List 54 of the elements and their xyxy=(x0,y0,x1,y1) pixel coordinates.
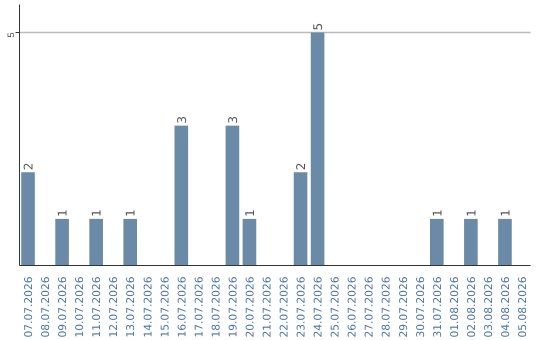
data-label: 2 xyxy=(22,162,36,170)
x-tick-label: 28.07.2026 xyxy=(380,276,393,338)
data-label: 1 xyxy=(56,209,70,217)
bar xyxy=(55,218,69,266)
x-tick-label: 10.07.2026 xyxy=(73,276,86,338)
x-tick-label: 29.07.2026 xyxy=(396,276,410,338)
x-tick-label: 25.07.2026 xyxy=(328,276,342,338)
bar xyxy=(310,32,324,266)
x-tick-label: 02.08.2026 xyxy=(464,276,478,338)
x-tick-label: 19.07.2026 xyxy=(226,276,240,338)
bar xyxy=(174,126,188,266)
bar xyxy=(226,126,240,266)
data-label: 3 xyxy=(174,116,189,124)
x-tick-label: 09.07.2026 xyxy=(56,276,70,338)
data-label: 1 xyxy=(124,209,138,217)
x-tick-label: 31.07.2026 xyxy=(430,276,444,338)
bar xyxy=(294,172,308,266)
data-label: 1 xyxy=(498,209,512,217)
bar xyxy=(89,218,103,266)
x-tick-label: 22.07.2026 xyxy=(278,276,291,338)
x-tick-label: 27.07.2026 xyxy=(362,276,376,338)
data-label: 3 xyxy=(226,116,240,124)
x-tick-label: 05.08.2026 xyxy=(516,276,529,338)
bar xyxy=(498,218,512,266)
x-tick-label: 23.07.2026 xyxy=(294,276,308,338)
bar xyxy=(123,218,138,266)
x-tick-label: 24.07.2026 xyxy=(312,276,325,338)
bar xyxy=(242,218,256,266)
x-tick-label: 04.08.2026 xyxy=(498,276,512,338)
x-tick-label: 30.07.2026 xyxy=(414,276,427,338)
bar xyxy=(430,218,444,266)
x-tick-label: 20.07.2026 xyxy=(243,276,256,338)
x-tick-label: 17.07.2026 xyxy=(192,276,206,338)
x-tick-label: 26.07.2026 xyxy=(346,276,359,338)
x-tick-label: 14.07.2026 xyxy=(141,276,154,338)
bar xyxy=(464,218,478,266)
x-tick-label: 01.08.2026 xyxy=(448,276,461,338)
data-label: 2 xyxy=(294,162,308,170)
x-tick-label: 13.07.2026 xyxy=(124,276,138,338)
x-tick-label: 15.07.2026 xyxy=(158,276,172,338)
x-tick-label: 07.07.2026 xyxy=(22,276,36,338)
data-label: 1 xyxy=(90,209,104,217)
x-tick-label: 21.07.2026 xyxy=(260,276,274,338)
data-label: 1 xyxy=(430,209,444,217)
x-tick-label: 03.08.2026 xyxy=(482,276,495,338)
x-tick-label: 08.07.2026 xyxy=(39,276,52,338)
data-label: 1 xyxy=(464,209,478,217)
x-tick-label: 16.07.2026 xyxy=(175,276,188,338)
x-tick-label: 11.07.2026 xyxy=(90,276,104,338)
x-tick-label: 12.07.2026 xyxy=(107,276,120,338)
bar xyxy=(21,172,35,266)
x-tick-label: 18.07.2026 xyxy=(209,276,222,338)
data-label: 5 xyxy=(311,22,326,30)
data-label: 1 xyxy=(242,209,257,217)
